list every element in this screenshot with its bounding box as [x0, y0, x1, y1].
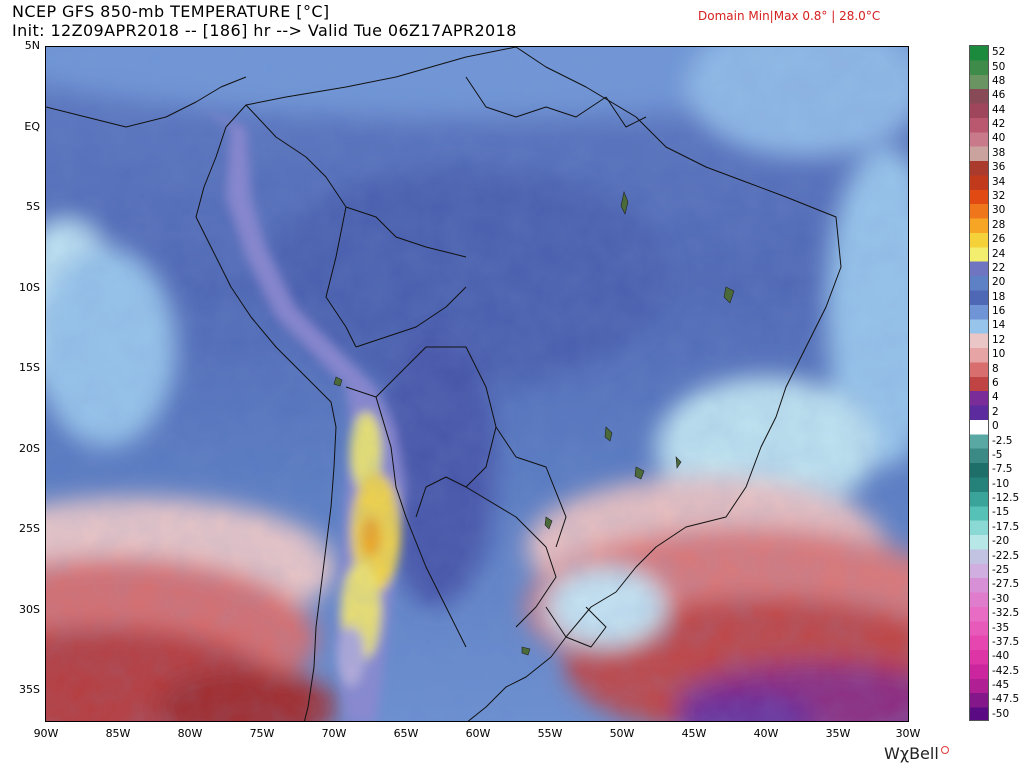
lat-label: 20S — [19, 442, 40, 455]
legend-label: -10 — [992, 477, 1010, 490]
legend-label: -32.5 — [992, 607, 1020, 620]
color-scale-bar — [969, 45, 989, 721]
logo-dot-icon — [940, 746, 949, 754]
legend-label: -42.5 — [992, 664, 1020, 677]
lon-label: 55W — [537, 727, 563, 740]
legend-label: 10 — [992, 348, 1006, 361]
legend-label: 2 — [992, 405, 999, 418]
legend-label: 28 — [992, 218, 1006, 231]
legend-label: -17.5 — [992, 520, 1020, 533]
country-borders — [46, 47, 842, 721]
legend-label: -15 — [992, 506, 1010, 519]
legend-label: -7.5 — [992, 463, 1013, 476]
legend-label: 34 — [992, 175, 1006, 188]
legend-label: 24 — [992, 247, 1006, 260]
lat-label: 5S — [26, 200, 40, 213]
legend-label: 26 — [992, 233, 1006, 246]
legend-label: 40 — [992, 132, 1006, 145]
legend-label: 4 — [992, 391, 999, 404]
domain-min-max: Domain Min|Max 0.8° | 28.0°C — [698, 9, 881, 23]
lon-label: 40W — [753, 727, 779, 740]
legend-label: -47.5 — [992, 693, 1020, 706]
legend-label: 46 — [992, 89, 1006, 102]
lat-label: EQ — [24, 120, 40, 133]
lon-label: 50W — [609, 727, 635, 740]
lon-label: 75W — [249, 727, 275, 740]
legend-label: 18 — [992, 290, 1006, 303]
legend-label: 44 — [992, 103, 1006, 116]
legend-label: 52 — [992, 46, 1006, 59]
legend-label: -40 — [992, 650, 1010, 663]
lakes — [333, 190, 735, 656]
logo-text-bell: Bell — [909, 744, 939, 763]
lon-label: 35W — [825, 727, 851, 740]
legend-label: 8 — [992, 362, 999, 375]
lon-label: 70W — [321, 727, 347, 740]
legend-label: 50 — [992, 60, 1006, 73]
lon-label: 85W — [105, 727, 131, 740]
lat-label: 30S — [19, 603, 40, 616]
logo-text-chi: χ — [899, 744, 910, 763]
lon-label: 65W — [393, 727, 419, 740]
lon-label: 60W — [465, 727, 491, 740]
lon-label: 30W — [895, 727, 921, 740]
legend-label: 30 — [992, 204, 1006, 217]
legend-label: -35 — [992, 621, 1010, 634]
legend-label: -25 — [992, 563, 1010, 576]
legend-label: -27.5 — [992, 578, 1020, 591]
legend-label: 32 — [992, 190, 1006, 203]
lon-label: 45W — [681, 727, 707, 740]
legend-label: 48 — [992, 74, 1006, 87]
legend-label: -5 — [992, 448, 1003, 461]
legend-label: 36 — [992, 161, 1006, 174]
run-info: Init: 12Z09APR2018 -- [186] hr --> Valid… — [12, 21, 517, 40]
lat-label: 10S — [19, 281, 40, 294]
chart-title: NCEP GFS 850-mb TEMPERATURE [°C] — [12, 2, 330, 21]
legend-label: -22.5 — [992, 549, 1020, 562]
lon-label: 90W — [33, 727, 59, 740]
lat-label: 15S — [19, 361, 40, 374]
legend-label: -45 — [992, 679, 1010, 692]
lat-label: 5N — [24, 39, 40, 52]
map-canvas — [46, 47, 908, 721]
wxbell-logo: WχBell — [884, 744, 949, 763]
legend-label: 0 — [992, 420, 999, 433]
logo-text-w: W — [884, 744, 900, 763]
legend-label: 38 — [992, 146, 1006, 159]
legend-label: 20 — [992, 276, 1006, 289]
legend-label: -12.5 — [992, 492, 1020, 505]
legend-label: 42 — [992, 118, 1006, 131]
lat-label: 35S — [19, 683, 40, 696]
legend-label: 16 — [992, 305, 1006, 318]
legend-label: -37.5 — [992, 635, 1020, 648]
legend-label: 22 — [992, 261, 1006, 274]
lon-label: 80W — [177, 727, 203, 740]
legend-label: 12 — [992, 333, 1006, 346]
lat-label: 25S — [19, 522, 40, 535]
temperature-map[interactable] — [45, 46, 909, 722]
legend-label: -20 — [992, 535, 1010, 548]
legend-label: -50 — [992, 707, 1010, 720]
legend-label: 6 — [992, 377, 999, 389]
legend-label: -30 — [992, 592, 1010, 605]
legend-label: 14 — [992, 319, 1006, 332]
legend-label: -2.5 — [992, 434, 1013, 447]
